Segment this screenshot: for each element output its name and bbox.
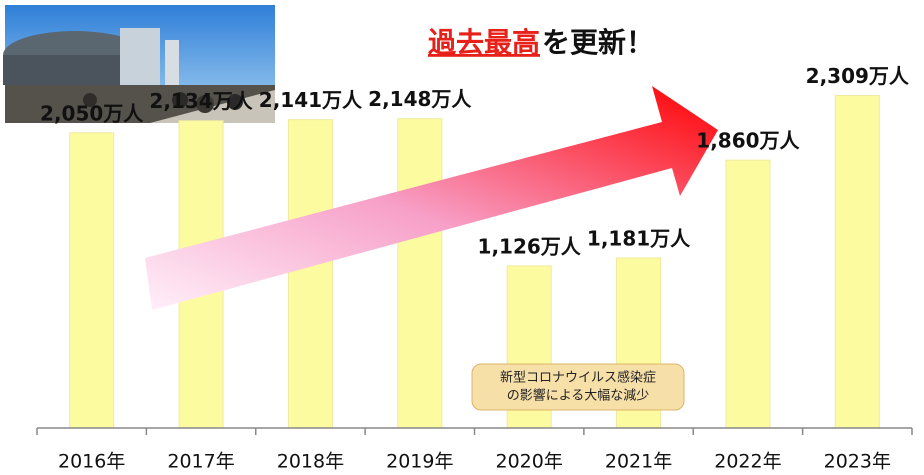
x-tick-label: 2023年 [824, 451, 891, 473]
value-label: 1,860万人 [696, 129, 800, 153]
title-highlight: 過去最高 [428, 26, 540, 59]
photo [3, 5, 275, 123]
value-label: 1,126万人 [478, 234, 582, 258]
trend-arrow [145, 86, 718, 310]
annotation: 新型コロナウイルス感染症 [500, 370, 656, 386]
value-label: 2,148万人 [368, 87, 472, 111]
x-tick-label: 2018年 [277, 451, 344, 473]
title-rest: を更新！ [542, 26, 654, 59]
bar [69, 132, 115, 429]
bar [397, 118, 443, 429]
x-tick-label: 2016年 [58, 451, 125, 473]
x-tick-label: 2021年 [605, 451, 672, 473]
bar [287, 119, 333, 429]
bar [834, 95, 880, 429]
x-tick-label: 2017年 [167, 451, 234, 473]
x-tick-label: 2020年 [496, 451, 563, 473]
value-label: 2,141万人 [259, 88, 363, 112]
annotation: の影響による大幅な減少 [507, 388, 650, 404]
x-tick-label: 2022年 [714, 451, 781, 473]
value-label: 2,050万人 [40, 101, 144, 125]
value-label: 1,181万人 [587, 226, 691, 250]
annotation-box [471, 363, 685, 411]
value-label: 2,309万人 [806, 64, 910, 88]
value-label: 2,134万人 [149, 89, 253, 113]
bar [725, 159, 771, 429]
x-tick-label: 2019年 [386, 451, 453, 473]
